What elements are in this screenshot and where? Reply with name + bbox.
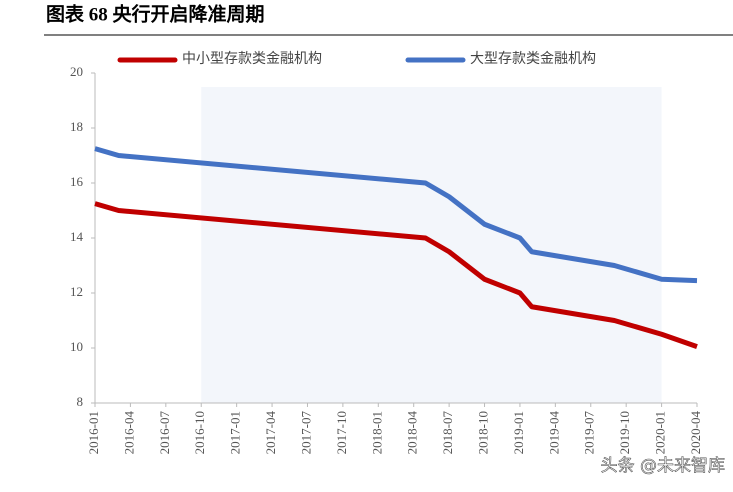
x-tick-label: 2018-07 — [440, 411, 455, 455]
x-tick-label: 2019-04 — [546, 411, 561, 455]
y-tick-label: 18 — [70, 119, 83, 134]
x-tick-label: 2019-10 — [617, 411, 632, 454]
x-tick-label: 2019-07 — [582, 411, 597, 455]
y-tick-label: 10 — [70, 339, 83, 354]
legend-label: 大型存款类金融机构 — [470, 51, 596, 67]
x-tick-label: 2020-04 — [688, 411, 703, 455]
legend-label: 中小型存款类金融机构 — [182, 51, 322, 67]
x-tick-label: 2017-01 — [228, 411, 243, 454]
x-tick-label: 2017-07 — [298, 411, 313, 455]
watermark: 头条 @未来智库 — [601, 456, 725, 476]
y-tick-label: 20 — [70, 64, 83, 79]
x-tick-label: 2017-10 — [334, 411, 349, 454]
y-tick-label: 14 — [70, 229, 84, 244]
x-tick-label: 2019-01 — [511, 411, 526, 454]
y-tick-label: 16 — [70, 174, 84, 189]
x-tick-label: 2016-10 — [192, 411, 207, 454]
x-tick-label: 2018-01 — [369, 411, 384, 454]
chart-title: 图表 68 央行开启降准周期 — [46, 2, 265, 25]
series-line — [94, 146, 698, 284]
x-tick-label: 2017-04 — [263, 411, 278, 455]
y-tick-label: 8 — [77, 394, 84, 409]
x-tick-label: 2018-10 — [476, 411, 491, 454]
x-tick-label: 2020-01 — [653, 411, 668, 454]
y-tick-label: 12 — [70, 284, 83, 299]
series-line — [94, 201, 698, 349]
shaded-period — [201, 87, 662, 403]
x-tick-label: 2016-07 — [157, 411, 172, 455]
x-tick-label: 2016-01 — [86, 411, 101, 454]
x-tick-label: 2018-04 — [405, 411, 420, 455]
x-tick-label: 2016-04 — [121, 411, 136, 455]
